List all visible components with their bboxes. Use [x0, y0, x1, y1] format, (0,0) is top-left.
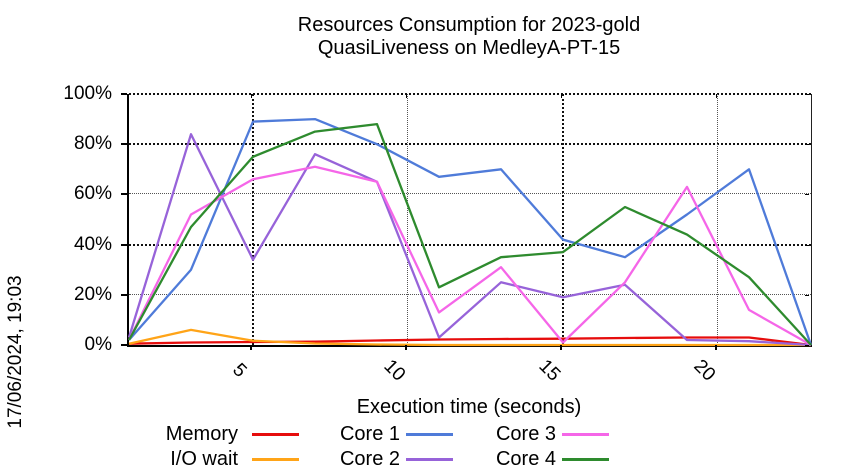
x-tick-label: 5	[228, 359, 251, 382]
y-tick-mark-inner-right	[805, 144, 809, 146]
y-tick-mark-inner-right	[805, 294, 809, 296]
legend-line-sample	[562, 433, 609, 436]
x-tick-mark	[560, 345, 562, 350]
legend-label-core-3: Core 3	[495, 423, 556, 445]
y-tick-label: 0%	[84, 334, 112, 355]
legend-label-memory: Memory	[165, 423, 238, 445]
x-tick-mark	[405, 345, 407, 350]
y-tick-mark-inner-right	[805, 345, 809, 346]
series-line-core-2	[127, 133, 812, 347]
y-gridline	[129, 143, 811, 146]
y-gridline	[129, 293, 811, 295]
legend-line-sample	[406, 458, 453, 461]
y-tick-label: 40%	[73, 233, 112, 255]
series-line-memory	[128, 336, 812, 347]
x-tick-mark-inner-top	[406, 94, 407, 98]
plot-area	[127, 93, 813, 347]
legend-label-i-o-wait: I/O wait	[170, 448, 238, 470]
chart-title: Resources Consumption for 2023-gold Quas…	[128, 14, 810, 60]
y-gridline	[129, 243, 811, 246]
y-tick-mark	[121, 143, 127, 146]
x-gridline	[717, 94, 718, 345]
x-tick-mark-inner-top	[251, 94, 252, 98]
y-tick-label: 80%	[73, 133, 112, 155]
x-tick-label: 20	[689, 355, 720, 386]
x-gridline	[562, 94, 564, 345]
y-tick-mark-inner-right	[805, 244, 809, 246]
series-line-core-4	[127, 122, 812, 346]
x-gridline	[252, 94, 254, 345]
series-line-core-3	[127, 165, 812, 347]
x-tick-label: 15	[534, 355, 565, 386]
y-tick-label: 60%	[73, 183, 112, 205]
legend-line-sample	[252, 433, 299, 436]
x-tick-mark	[715, 345, 717, 350]
x-tick-mark-inner-top	[716, 94, 717, 98]
y-tick-mark	[121, 93, 127, 95]
x-tick-mark	[250, 345, 252, 350]
y-tick-mark-inner-right	[805, 194, 809, 196]
x-gridline	[407, 94, 408, 345]
x-axis-title: Execution time (seconds)	[356, 396, 582, 418]
legend-line-sample	[406, 433, 453, 436]
y-tick-label: 20%	[73, 283, 112, 305]
y-tick-mark-inner-right	[805, 94, 809, 95]
legend-label-core-2: Core 2	[339, 448, 400, 470]
chart-title-line2: QuasiLiveness on MedleyA-PT-15	[317, 37, 621, 59]
series-lines	[127, 117, 813, 347]
legend-label-core-4: Core 4	[495, 448, 556, 470]
legend-line-sample	[252, 458, 299, 461]
series-line-i-o-wait	[128, 328, 811, 347]
x-tick-mark-inner-top	[561, 94, 562, 98]
y-tick-mark	[121, 243, 127, 246]
y-tick-mark	[121, 344, 127, 346]
legend-line-sample	[562, 458, 609, 461]
x-tick-label: 10	[379, 355, 410, 386]
timestamp-watermark: 17/06/2024, 19:03	[5, 275, 26, 429]
legend-label-core-1: Core 1	[339, 423, 400, 445]
y-tick-label: 100%	[63, 83, 112, 104]
chart-title-line1: Resources Consumption for 2023-gold	[297, 14, 641, 36]
y-tick-mark	[121, 293, 127, 296]
y-gridline	[129, 193, 811, 195]
y-gridline	[129, 93, 811, 95]
y-tick-mark	[121, 193, 127, 196]
